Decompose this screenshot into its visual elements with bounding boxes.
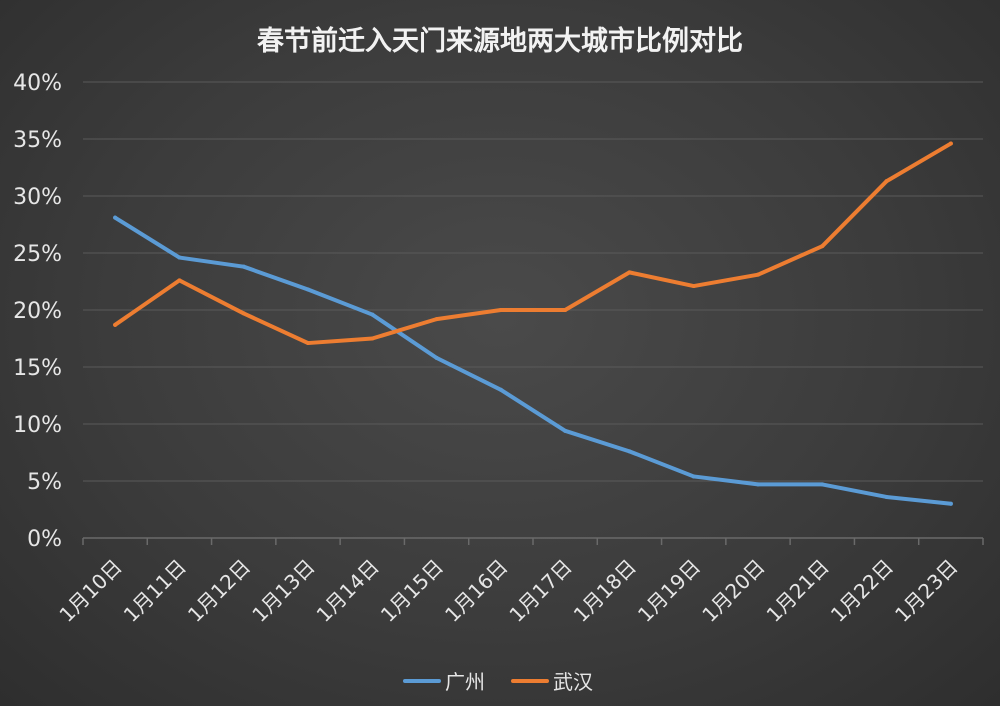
data-point bbox=[691, 474, 696, 479]
x-tick-label: 1月11日 bbox=[119, 555, 191, 627]
legend-label: 广州 bbox=[445, 670, 485, 694]
data-point bbox=[563, 428, 568, 433]
data-point bbox=[241, 264, 246, 269]
data-point bbox=[948, 141, 953, 146]
x-tick-label: 1月18日 bbox=[569, 555, 641, 627]
data-point bbox=[434, 317, 439, 322]
data-point bbox=[177, 255, 182, 260]
x-tick-label: 1月17日 bbox=[504, 555, 576, 627]
x-tick-label: 1月20日 bbox=[697, 555, 769, 627]
data-point bbox=[691, 284, 696, 289]
data-point bbox=[627, 449, 632, 454]
data-point bbox=[370, 312, 375, 317]
y-tick-label: 10% bbox=[13, 413, 62, 438]
data-point bbox=[820, 482, 825, 487]
y-tick-label: 40% bbox=[13, 71, 62, 96]
data-point bbox=[306, 341, 310, 346]
x-tick-label: 1月22日 bbox=[826, 555, 898, 627]
legend-label: 武汉 bbox=[553, 670, 593, 694]
data-point bbox=[884, 179, 889, 184]
data-point bbox=[756, 482, 760, 487]
series-line-广州 bbox=[113, 215, 953, 506]
data-point bbox=[884, 494, 889, 499]
data-point bbox=[948, 501, 953, 506]
x-tick-label: 1月15日 bbox=[376, 555, 448, 627]
series-lines bbox=[113, 141, 953, 506]
series-line-武汉 bbox=[113, 141, 953, 346]
data-point bbox=[820, 244, 825, 249]
y-tick-label: 30% bbox=[13, 185, 62, 210]
y-tick-label: 25% bbox=[13, 242, 62, 267]
y-tick-label: 5% bbox=[27, 470, 62, 495]
data-point bbox=[434, 355, 439, 360]
data-point bbox=[498, 308, 503, 312]
legend: 广州 武汉 bbox=[403, 670, 593, 694]
x-tick-label: 1月16日 bbox=[440, 555, 512, 627]
y-tick-label: 0% bbox=[27, 527, 62, 552]
y-tick-label: 35% bbox=[13, 128, 62, 153]
data-point bbox=[113, 215, 118, 220]
x-tick-label: 1月12日 bbox=[183, 555, 255, 627]
x-tick-label: 1月19日 bbox=[633, 555, 705, 627]
x-tick-label: 1月13日 bbox=[247, 555, 319, 627]
x-axis: 1月10日1月11日1月12日1月13日1月14日1月15日1月16日1月17日… bbox=[54, 537, 984, 627]
x-tick-label: 1月23日 bbox=[890, 555, 962, 627]
data-point bbox=[756, 272, 760, 277]
data-point bbox=[563, 308, 568, 312]
x-tick-label: 1月10日 bbox=[54, 555, 126, 627]
chart-title: 春节前迁入天门来源地两大城市比例对比 bbox=[257, 25, 743, 57]
x-tick-label: 1月14日 bbox=[312, 555, 384, 627]
x-tick-label: 1月21日 bbox=[762, 555, 834, 627]
y-tick-label: 15% bbox=[13, 356, 62, 381]
data-point bbox=[113, 322, 118, 327]
data-point bbox=[241, 311, 246, 316]
y-tick-label: 20% bbox=[13, 299, 62, 324]
data-point bbox=[177, 278, 182, 283]
data-point bbox=[627, 270, 632, 275]
data-point bbox=[370, 336, 375, 341]
gridlines bbox=[83, 81, 983, 482]
y-axis: 0% 5% 10% 15% 20% 25% 30% 35% 40% bbox=[13, 71, 62, 552]
data-point bbox=[306, 287, 310, 292]
data-point bbox=[498, 387, 503, 392]
